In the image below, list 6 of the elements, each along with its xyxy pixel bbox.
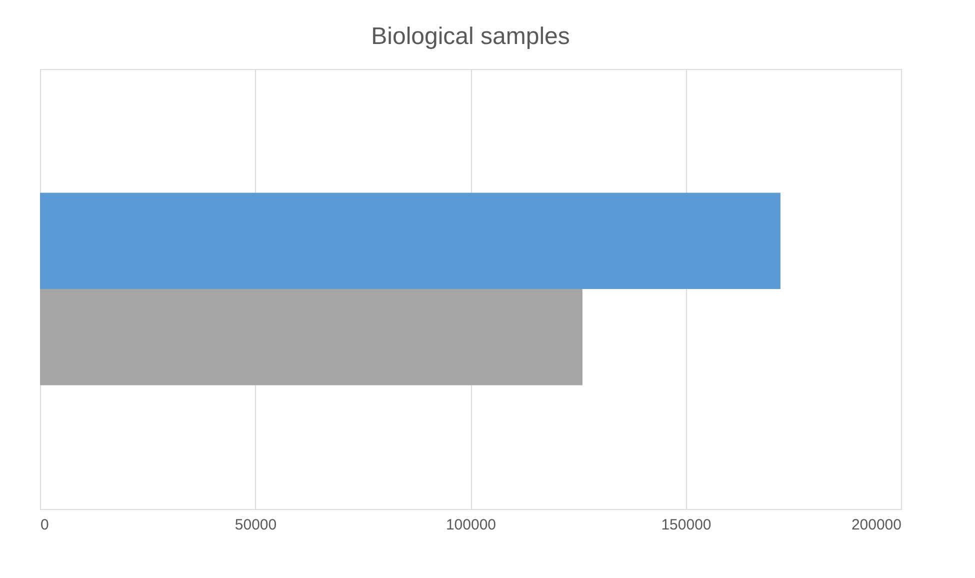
x-tick-label: 200000	[851, 516, 902, 534]
x-tick-label: 150000	[661, 516, 712, 534]
x-tick-label: 50000	[234, 516, 277, 534]
chart-title: Biological samples	[371, 23, 570, 50]
x-tick-label: 100000	[446, 516, 496, 534]
x-tick-label: 0	[40, 516, 49, 534]
